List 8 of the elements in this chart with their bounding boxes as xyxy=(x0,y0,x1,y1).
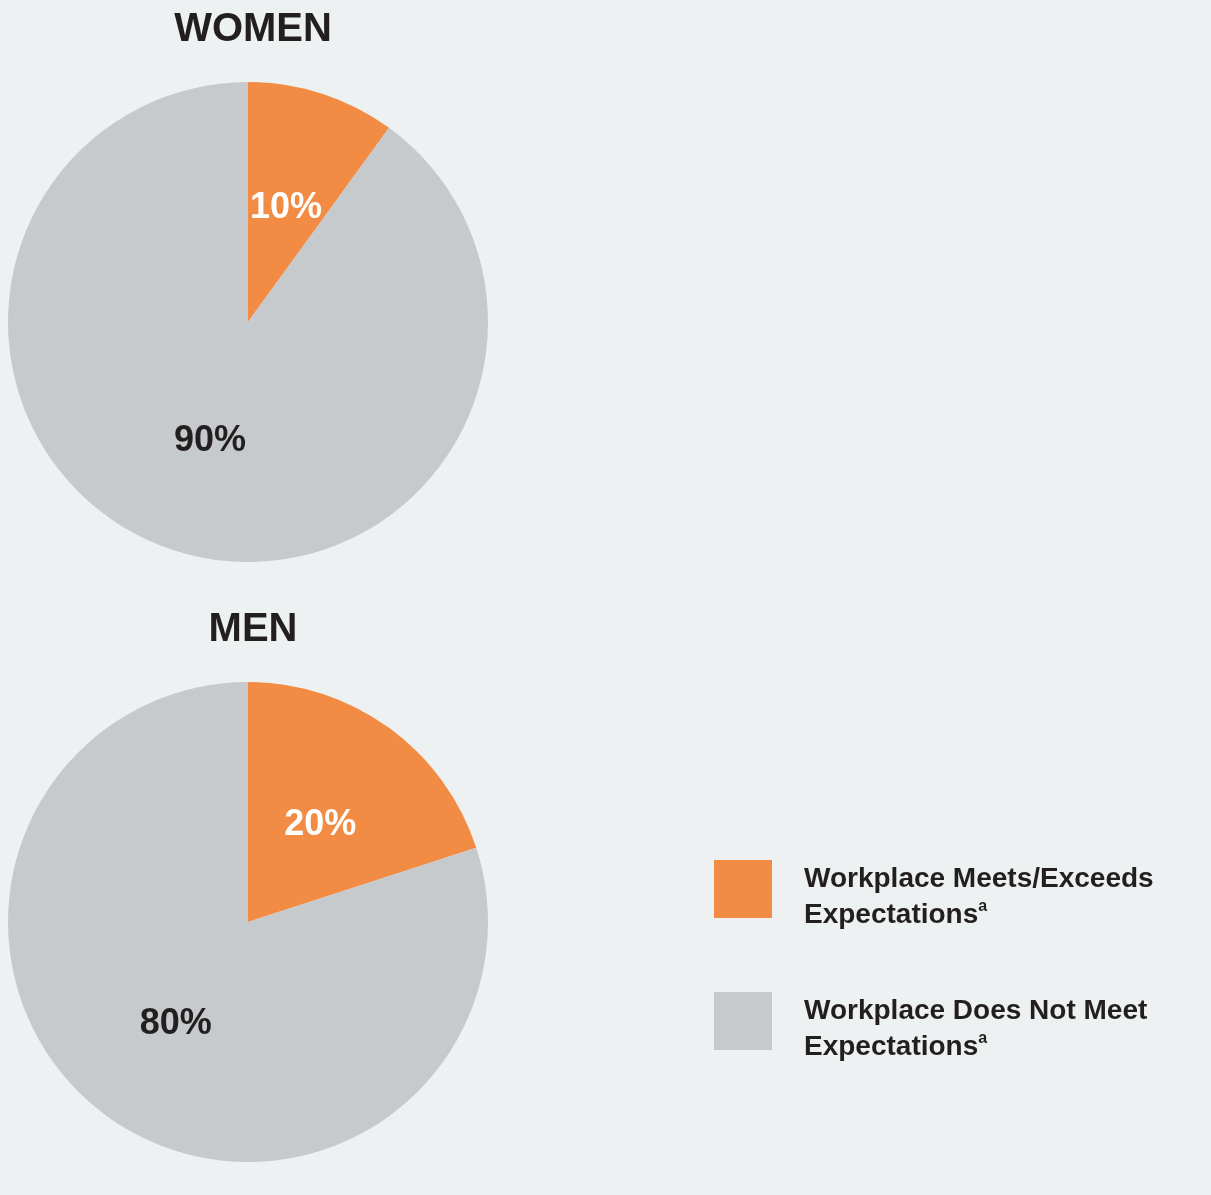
legend-label: Workplace Meets/Exceeds Expectations$^{a}$ xyxy=(804,861,1155,931)
data-label: 20% xyxy=(284,801,357,843)
data-label: 80% xyxy=(139,1001,212,1043)
legend-label: Workplace Does Not Meet Expectations$^{a}$ xyxy=(804,993,1149,1063)
data-label: 10% xyxy=(249,184,323,226)
data-label: 90% xyxy=(173,418,247,460)
chart-title: MEN xyxy=(208,605,298,649)
chart-title: WOMEN xyxy=(174,5,332,49)
